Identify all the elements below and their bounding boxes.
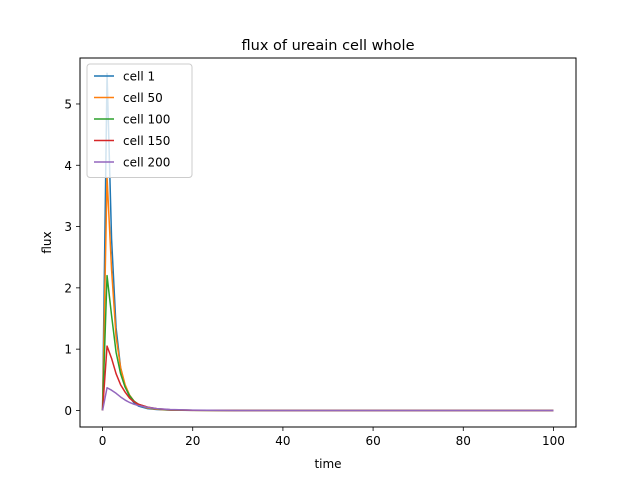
- legend: cell 1 cell 50 cell 100 cell 150 cell 200: [86, 63, 193, 178]
- legend-box: [86, 63, 193, 178]
- x-axis-label: time: [314, 457, 341, 471]
- y-tick-label: 0: [64, 404, 72, 418]
- x-tick-label: 100: [542, 434, 565, 448]
- legend-label: cell 100: [123, 113, 170, 127]
- y-tick-label: 3: [64, 220, 72, 234]
- y-tick-label: 1: [64, 343, 72, 357]
- legend-label: cell 150: [123, 134, 170, 148]
- legend-label: cell 50: [123, 91, 163, 105]
- legend-label: cell 1: [123, 70, 155, 84]
- axes-frame: [79, 57, 577, 428]
- x-tick-label: 60: [365, 434, 380, 448]
- plot-area: [101, 72, 554, 412]
- y-axis-label: flux: [40, 231, 54, 253]
- chart-title: flux of ureain cell whole: [242, 38, 415, 54]
- x-tick-label: 0: [99, 434, 107, 448]
- x-axis: 0 20 40 60 80 100: [99, 427, 565, 448]
- y-tick-label: 5: [64, 97, 72, 111]
- y-axis: 0 1 2 3 4 5: [64, 97, 80, 418]
- y-tick-label: 2: [64, 281, 72, 295]
- series-line-5: [101, 387, 554, 412]
- x-tick-label: 40: [275, 434, 290, 448]
- y-tick-label: 4: [64, 159, 72, 173]
- x-tick-label: 80: [456, 434, 471, 448]
- legend-label: cell 200: [123, 156, 170, 170]
- x-tick-label: 20: [185, 434, 200, 448]
